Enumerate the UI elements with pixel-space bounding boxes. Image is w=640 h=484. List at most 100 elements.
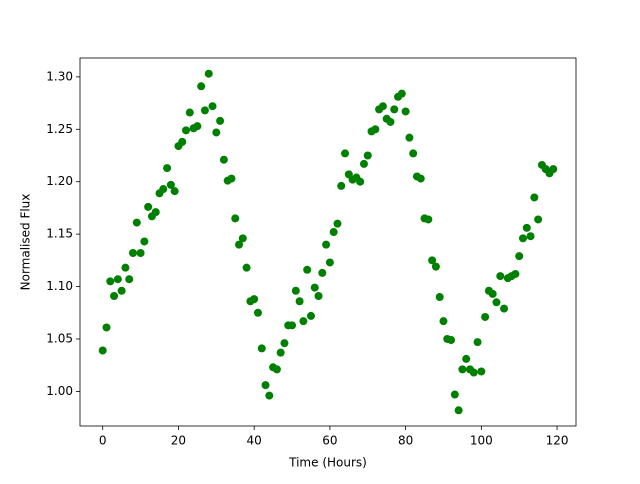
point (356, 177, 365, 186)
point (458, 365, 467, 374)
plot-frame (79, 57, 577, 427)
point (125, 275, 134, 284)
point (378, 102, 387, 111)
point (454, 406, 463, 415)
point (363, 151, 372, 160)
point (113, 275, 122, 284)
point (322, 240, 331, 249)
point (409, 149, 418, 158)
point (306, 311, 315, 320)
point (253, 308, 262, 317)
point (265, 391, 274, 400)
point (518, 234, 527, 243)
x-tick-label: 120 (546, 434, 569, 448)
point (200, 106, 209, 115)
x-tick-label: 40 (247, 434, 262, 448)
point (121, 263, 130, 272)
x-tick-label: 60 (322, 434, 337, 448)
point (515, 252, 524, 261)
y-tick-label: 1.15 (46, 227, 73, 241)
x-tick-label: 0 (99, 434, 107, 448)
point (405, 133, 414, 142)
point (488, 289, 497, 298)
point (428, 256, 437, 265)
point (110, 291, 119, 300)
point (397, 89, 406, 98)
point (102, 323, 111, 332)
point (219, 155, 228, 164)
point (250, 295, 259, 304)
y-tick-label: 1.30 (46, 69, 73, 83)
point (98, 346, 107, 355)
point (295, 297, 304, 306)
point (511, 269, 520, 278)
y-axis-label: Normalised Flux (19, 194, 33, 291)
point (318, 268, 327, 277)
point (178, 137, 187, 146)
point (450, 390, 459, 399)
point (117, 286, 126, 295)
point (337, 181, 346, 190)
point (341, 149, 350, 158)
point (435, 293, 444, 302)
point (401, 107, 410, 116)
point (291, 286, 300, 295)
point (522, 223, 531, 232)
point (227, 174, 236, 183)
point (447, 336, 456, 345)
point (333, 219, 342, 228)
point (166, 180, 175, 189)
point (481, 312, 490, 321)
point (140, 237, 149, 246)
point (325, 258, 334, 267)
y-tick-label: 1.10 (46, 279, 73, 293)
point (216, 116, 225, 125)
point (106, 277, 115, 286)
point (303, 265, 312, 274)
point (144, 202, 153, 211)
point (280, 339, 289, 348)
point (212, 128, 221, 137)
point (416, 174, 425, 183)
point (235, 240, 244, 249)
point (390, 105, 399, 114)
point (310, 283, 319, 292)
point (276, 348, 285, 357)
point (359, 159, 368, 168)
point (193, 122, 202, 131)
point (197, 82, 206, 91)
point (272, 365, 281, 374)
y-tick-label: 1.05 (46, 331, 73, 345)
point (129, 249, 138, 258)
point (242, 263, 251, 272)
point (371, 125, 380, 134)
point (534, 215, 543, 224)
point (257, 344, 266, 353)
point (424, 215, 433, 224)
y-tick-label: 1.00 (46, 384, 73, 398)
point (132, 218, 141, 227)
point (431, 262, 440, 271)
point (492, 298, 501, 307)
point (439, 317, 448, 326)
point (151, 208, 160, 217)
point (208, 102, 217, 111)
point (314, 291, 323, 300)
y-tick-label: 1.20 (46, 174, 73, 188)
point (231, 214, 240, 223)
point (163, 164, 172, 173)
point (170, 187, 179, 196)
point (182, 126, 191, 135)
point (462, 354, 471, 363)
point (473, 338, 482, 347)
point (386, 117, 395, 126)
point (204, 69, 213, 78)
point (299, 317, 308, 326)
x-tick-label: 100 (470, 434, 493, 448)
point (496, 272, 505, 281)
x-tick-label: 20 (171, 434, 186, 448)
point (288, 321, 297, 330)
point (530, 193, 539, 202)
point (329, 228, 338, 237)
